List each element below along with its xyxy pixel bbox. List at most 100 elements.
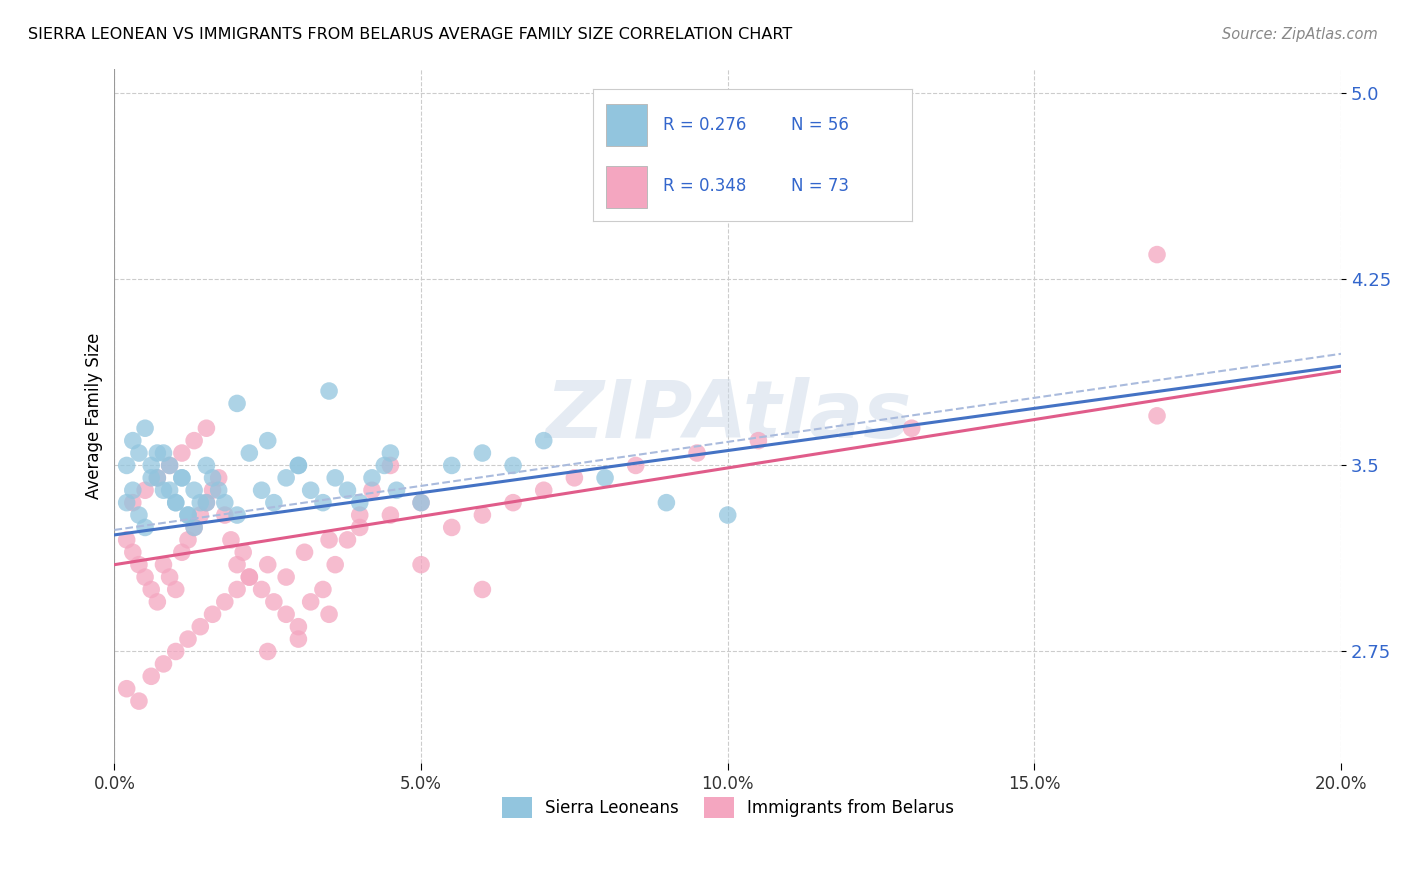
Point	[655, 496, 678, 510]
Point	[323, 558, 346, 572]
Point	[201, 607, 224, 622]
Point	[201, 471, 224, 485]
Point	[177, 632, 200, 646]
Point	[188, 508, 211, 522]
Point	[159, 483, 181, 498]
Point	[318, 607, 340, 622]
Point	[349, 508, 371, 522]
Point	[336, 483, 359, 498]
Point	[214, 595, 236, 609]
Point	[195, 421, 218, 435]
Point	[276, 607, 298, 622]
Point	[323, 471, 346, 485]
Point	[312, 582, 335, 597]
Point	[747, 434, 769, 448]
Point	[195, 458, 218, 473]
Point	[165, 496, 187, 510]
Point	[250, 582, 273, 597]
Point	[208, 471, 231, 485]
Point	[146, 471, 169, 485]
Point	[299, 595, 322, 609]
Point	[188, 496, 211, 510]
Point	[165, 644, 187, 658]
Point	[170, 446, 193, 460]
Point	[170, 545, 193, 559]
Point	[226, 396, 249, 410]
Point	[177, 508, 200, 522]
Point	[134, 421, 156, 435]
Point	[276, 570, 298, 584]
Point	[900, 421, 922, 435]
Point	[121, 434, 143, 448]
Point	[195, 496, 218, 510]
Point	[361, 483, 384, 498]
Point	[141, 458, 163, 473]
Point	[232, 545, 254, 559]
Point	[183, 434, 205, 448]
Point	[208, 483, 231, 498]
Point	[502, 496, 524, 510]
Point	[380, 508, 402, 522]
Point	[361, 471, 384, 485]
Text: Source: ZipAtlas.com: Source: ZipAtlas.com	[1222, 27, 1378, 42]
Point	[177, 533, 200, 547]
Point	[380, 458, 402, 473]
Point	[170, 471, 193, 485]
Point	[152, 446, 174, 460]
Point	[287, 458, 309, 473]
Point	[349, 520, 371, 534]
Point	[159, 458, 181, 473]
Point	[183, 520, 205, 534]
Point	[409, 496, 432, 510]
Point	[336, 533, 359, 547]
Point	[318, 533, 340, 547]
Point	[141, 669, 163, 683]
Point	[471, 582, 494, 597]
Point	[141, 582, 163, 597]
Point	[593, 471, 616, 485]
Point	[188, 620, 211, 634]
Point	[256, 644, 278, 658]
Point	[165, 582, 187, 597]
Point	[238, 446, 260, 460]
Point	[128, 508, 150, 522]
Point	[159, 458, 181, 473]
Point	[152, 483, 174, 498]
Point	[134, 483, 156, 498]
Legend: Sierra Leoneans, Immigrants from Belarus: Sierra Leoneans, Immigrants from Belarus	[495, 790, 960, 824]
Point	[312, 496, 335, 510]
Point	[1146, 247, 1168, 261]
Point	[152, 657, 174, 671]
Point	[385, 483, 408, 498]
Point	[134, 520, 156, 534]
Point	[226, 582, 249, 597]
Point	[159, 570, 181, 584]
Point	[471, 508, 494, 522]
Point	[226, 558, 249, 572]
Point	[564, 471, 586, 485]
Point	[263, 595, 285, 609]
Point	[219, 533, 242, 547]
Point	[115, 681, 138, 696]
Point	[146, 595, 169, 609]
Point	[226, 508, 249, 522]
Point	[686, 446, 709, 460]
Point	[141, 471, 163, 485]
Point	[121, 545, 143, 559]
Point	[128, 558, 150, 572]
Point	[165, 496, 187, 510]
Y-axis label: Average Family Size: Average Family Size	[86, 333, 103, 499]
Point	[115, 458, 138, 473]
Point	[115, 533, 138, 547]
Point	[263, 496, 285, 510]
Point	[121, 483, 143, 498]
Point	[276, 471, 298, 485]
Point	[502, 458, 524, 473]
Point	[146, 471, 169, 485]
Point	[287, 632, 309, 646]
Point	[471, 446, 494, 460]
Point	[299, 483, 322, 498]
Point	[349, 496, 371, 510]
Point	[128, 446, 150, 460]
Point	[214, 496, 236, 510]
